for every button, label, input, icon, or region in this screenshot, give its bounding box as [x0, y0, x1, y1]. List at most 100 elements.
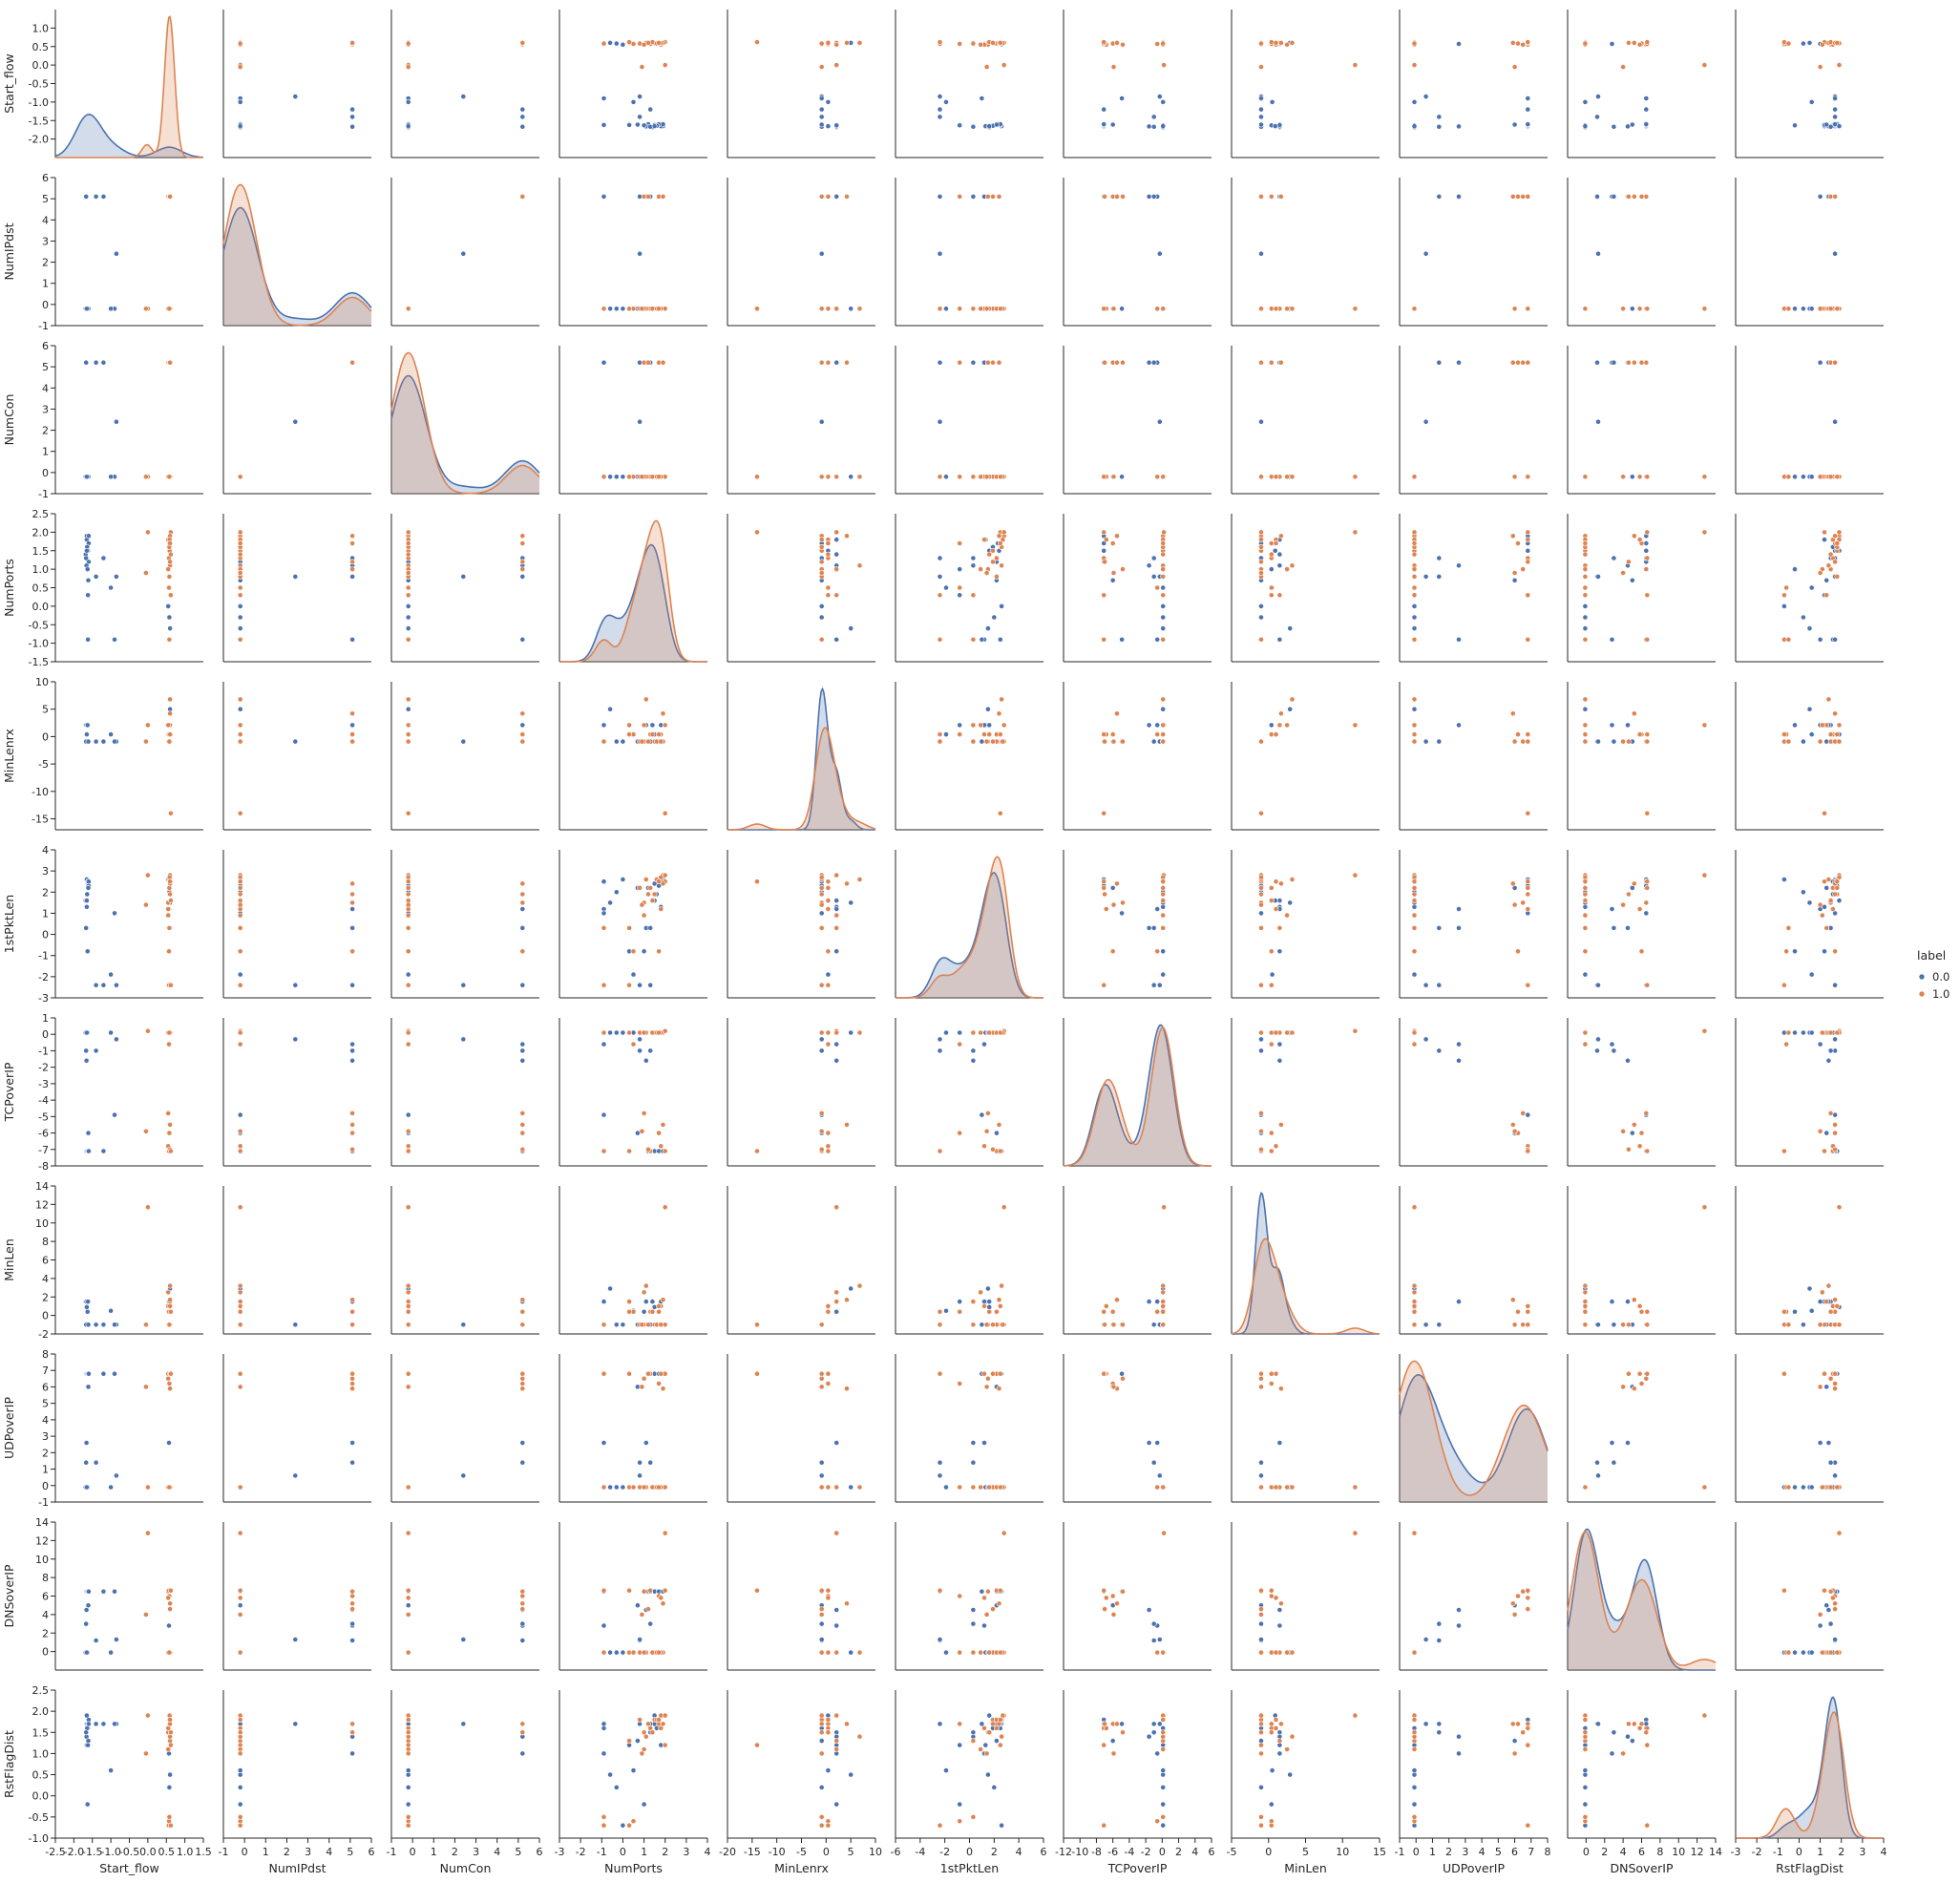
point-1-0 [937, 592, 943, 599]
y-tick-label: 14 [35, 1180, 49, 1193]
point-0-0 [1781, 877, 1787, 882]
point-0-0 [93, 982, 99, 988]
point-0-0 [237, 603, 243, 609]
point-1-0 [519, 738, 526, 745]
point-0-0 [620, 1649, 626, 1656]
point-0-0 [100, 1148, 107, 1154]
point-1-0 [1258, 982, 1264, 988]
point-1-0 [405, 696, 411, 703]
point-0-0 [1823, 121, 1830, 128]
point-0-0 [1276, 1440, 1283, 1446]
point-1-0 [818, 982, 825, 988]
y-tick-label: -6 [38, 1128, 49, 1140]
point-1-0 [1631, 40, 1637, 46]
point-0-0 [1119, 910, 1125, 917]
y-tick-label: 1 [42, 278, 49, 290]
point-1-0 [1411, 722, 1418, 729]
point-0-0 [833, 1041, 840, 1047]
point-0-0 [1595, 94, 1601, 99]
point-0-0 [1582, 614, 1589, 621]
point-1-0 [1273, 1029, 1279, 1036]
point-1-0 [1822, 1370, 1827, 1377]
point-1-0 [1411, 1299, 1418, 1304]
point-1-0 [639, 64, 645, 70]
kde-fill-0-0 [223, 207, 371, 326]
point-1-0 [1160, 925, 1167, 931]
point-1-0 [818, 474, 825, 480]
point-1-0 [978, 41, 983, 48]
point-0-0 [86, 533, 92, 539]
point-1-0 [142, 1612, 149, 1618]
point-1-0 [1626, 738, 1632, 745]
point-1-0 [1832, 948, 1838, 955]
panel-1stpktlen-vs-dnsoverip [1567, 850, 1716, 999]
point-1-0 [997, 1370, 1003, 1377]
point-1-0 [818, 559, 825, 565]
point-1-0 [1515, 731, 1521, 737]
point-1-0 [1000, 738, 1006, 745]
point-1-0 [237, 731, 243, 737]
point-0-0 [1595, 982, 1601, 988]
point-1-0 [1258, 537, 1264, 542]
point-1-0 [1114, 359, 1120, 366]
point-0-0 [1436, 574, 1443, 580]
point-0-0 [349, 722, 355, 729]
point-0-0 [405, 706, 411, 712]
point-1-0 [405, 885, 411, 891]
point-1-0 [1582, 306, 1589, 312]
point-0-0 [620, 41, 626, 48]
point-1-0 [1827, 474, 1834, 480]
point-1-0 [142, 570, 149, 576]
point-0-0 [957, 592, 963, 599]
point-1-0 [1101, 529, 1107, 536]
point-1-0 [237, 1649, 243, 1656]
point-1-0 [856, 562, 863, 569]
point-0-0 [1595, 250, 1601, 257]
point-1-0 [844, 1297, 850, 1303]
point-0-0 [818, 106, 825, 113]
point-0-0 [166, 1622, 172, 1629]
point-1-0 [1268, 1148, 1275, 1154]
point-1-0 [405, 1322, 411, 1328]
y-axis-label-numipdst: NumIPdst [2, 222, 16, 280]
point-1-0 [166, 1322, 173, 1328]
point-1-0 [825, 540, 832, 546]
point-1-0 [349, 899, 355, 906]
point-1-0 [1582, 925, 1589, 931]
point-0-0 [85, 1602, 92, 1609]
point-1-0 [167, 592, 174, 599]
point-1-0 [1161, 529, 1167, 536]
point-0-0 [1154, 1299, 1161, 1304]
point-1-0 [626, 1370, 632, 1377]
point-1-0 [349, 40, 355, 46]
point-0-0 [1823, 1130, 1830, 1136]
point-1-0 [349, 1146, 355, 1153]
point-1-0 [1582, 636, 1589, 643]
point-1-0 [660, 1297, 666, 1303]
point-0-0 [607, 899, 613, 906]
point-1-0 [1284, 722, 1290, 729]
point-1-0 [662, 1148, 668, 1154]
point-0-0 [84, 306, 90, 312]
point-1-0 [1411, 62, 1418, 68]
point-1-0 [1511, 901, 1518, 908]
point-0-0 [1832, 1036, 1838, 1043]
point-1-0 [1411, 529, 1418, 536]
point-0-0 [1436, 114, 1443, 120]
point-1-0 [165, 906, 172, 912]
point-1-0 [1836, 1204, 1843, 1211]
point-1-0 [990, 1322, 996, 1328]
point-1-0 [983, 738, 990, 745]
y-tick-label: 3 [42, 1430, 49, 1443]
point-0-0 [1801, 1322, 1806, 1328]
kde-line-1-0 [727, 727, 876, 831]
point-0-0 [1625, 1057, 1631, 1064]
point-0-0 [1119, 1370, 1125, 1377]
point-0-0 [1629, 306, 1635, 312]
point-1-0 [1258, 738, 1264, 745]
point-1-0 [844, 533, 850, 539]
point-1-0 [641, 912, 647, 919]
point-1-0 [985, 193, 991, 200]
